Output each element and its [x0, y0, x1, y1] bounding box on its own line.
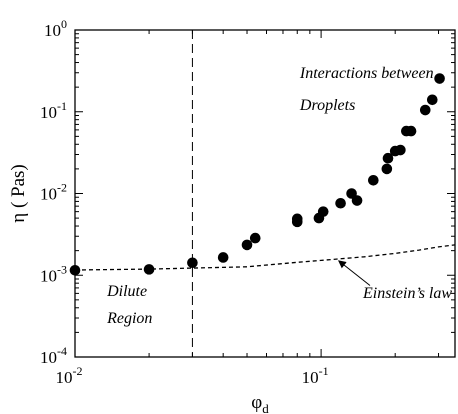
- annotation-arrow: [338, 260, 371, 286]
- annotation-interactions-line2: Droplets: [299, 97, 355, 114]
- data-point: [426, 94, 438, 106]
- x-tick-label: 10-1: [302, 364, 329, 387]
- y-tick-label: 10-3: [40, 262, 67, 285]
- data-point: [419, 104, 431, 116]
- data-point: [382, 152, 394, 164]
- y-tick-label: 100: [44, 17, 67, 40]
- data-point: [381, 163, 393, 175]
- x-axis-title: φd: [251, 392, 269, 414]
- y-tick-label: 10-2: [40, 181, 67, 204]
- data-point: [249, 232, 261, 244]
- data-point: [241, 239, 253, 251]
- data-point: [69, 264, 81, 276]
- annotation-dilute: Dilute: [106, 283, 147, 300]
- data-point: [434, 73, 445, 84]
- data-point: [143, 264, 155, 275]
- annotation-region: Region: [106, 310, 152, 327]
- data-point: [395, 144, 406, 156]
- data-point: [187, 257, 198, 269]
- data-point: [351, 195, 363, 206]
- data-point: [217, 252, 229, 263]
- einstein-law-curve: [74, 244, 456, 271]
- y-tick-label: 10-1: [40, 99, 67, 122]
- data-point: [405, 125, 417, 137]
- data-point: [335, 197, 346, 209]
- y-tick-label: 10-4: [40, 344, 67, 367]
- y-axis-title: η ( Pas): [8, 164, 29, 222]
- plot-layer: 10-2 10-1 10-4 10-3 10-2 10-1 100 η ( Pas) φd Int…: [8, 17, 456, 414]
- data-point: [317, 206, 329, 217]
- annotation-interactions-line1: Interactions between: [299, 65, 434, 82]
- data-point: [368, 175, 379, 186]
- data-point: [291, 213, 303, 225]
- annotation-einstein: Einstein’s law: [362, 285, 452, 302]
- x-tick-label: 10-2: [56, 364, 83, 387]
